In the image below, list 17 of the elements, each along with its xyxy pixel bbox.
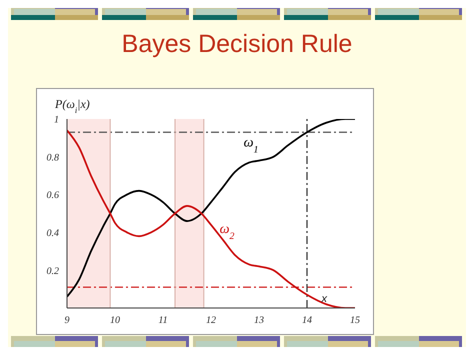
y-tick-label: 0.6 xyxy=(46,190,59,202)
y-tick-label: 0.4 xyxy=(46,228,59,239)
chart-title: Bayes Decision Rule xyxy=(120,30,354,59)
x-tick-label: 11 xyxy=(158,315,168,326)
x-tick-label: 12 xyxy=(206,315,216,326)
y-tick-label: 1 xyxy=(54,114,59,126)
x-tick-label: 14 xyxy=(302,315,312,326)
x-tick-label: 10 xyxy=(110,315,120,326)
series-label: ω$_{2}$ xyxy=(220,222,234,242)
x-tick-label: 15 xyxy=(350,315,360,326)
y-tick-label: 0.8 xyxy=(46,152,59,164)
x-axis-title: x xyxy=(320,293,328,305)
y-tick-label: 0.2 xyxy=(46,266,59,277)
x-tick-label: 9 xyxy=(64,315,70,326)
x-tick-label: 13 xyxy=(254,315,264,326)
series-label: ω$_{1}$ xyxy=(244,136,258,156)
y-axis-title: P(ω$_{i}$|x) xyxy=(54,97,90,114)
